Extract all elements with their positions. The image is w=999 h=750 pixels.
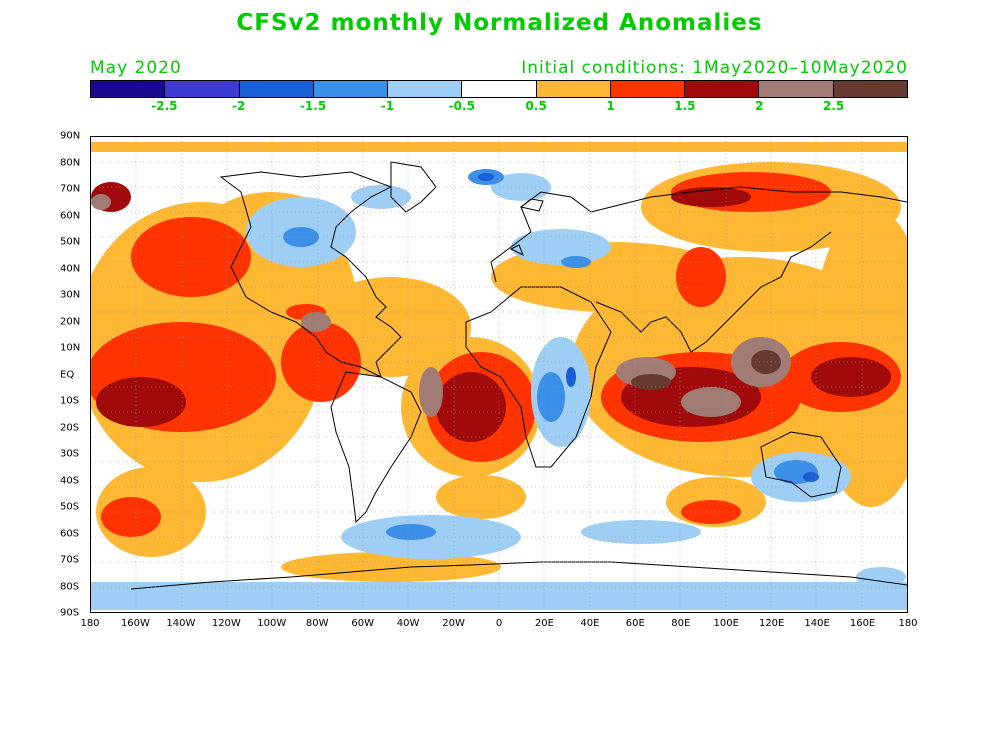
latitude-label: 20N <box>60 316 81 327</box>
forecast-month: May 2020 <box>90 58 182 78</box>
map-title: CFSv2 monthly Normalized Anomalies <box>236 10 763 36</box>
colorbar-label: 0.5 <box>525 99 547 113</box>
colorbar-label: -2 <box>232 99 246 113</box>
coastlines <box>130 161 907 590</box>
latitude-label: 70S <box>60 554 80 566</box>
latitude-label: 50S <box>60 501 80 513</box>
longitude-label: 60W <box>351 618 374 629</box>
colorbar-swatch <box>313 81 389 97</box>
longitude-label: 40E <box>580 618 600 629</box>
longitude-label: 160W <box>120 618 150 629</box>
colorbar-swatch <box>462 81 537 97</box>
colorbar-swatch <box>91 81 166 97</box>
longitude-label: 180 <box>898 618 918 629</box>
colorbar-label: 2 <box>755 99 764 113</box>
latitude-label: 80S <box>60 581 80 592</box>
longitude-label: 180 <box>80 618 100 629</box>
colorbar-swatch <box>610 81 686 97</box>
longitude-label: 20E <box>534 618 554 629</box>
longitude-label: 160E <box>849 618 876 629</box>
longitude-label: 40W <box>396 618 420 629</box>
latitude-label: 10N <box>60 342 81 354</box>
latitude-label: 40S <box>60 475 80 486</box>
colorbar-label: 2.5 <box>822 99 845 113</box>
anomaly-map <box>90 136 908 613</box>
longitude-label: 140W <box>166 618 196 629</box>
initial-conditions: Initial conditions: 1May2020–10May2020 <box>521 58 908 78</box>
longitude-label: 120E <box>758 618 785 629</box>
colorbar-swatch <box>536 81 611 97</box>
colorbar-swatch <box>165 81 240 97</box>
latitude-label: 60N <box>60 210 81 221</box>
colorbar-swatch <box>759 81 834 97</box>
colorbar-swatch <box>685 81 760 97</box>
longitude-label: 80E <box>671 618 691 629</box>
latitude-label: 10S <box>60 395 80 407</box>
graticule <box>91 137 907 612</box>
colorbar-swatch <box>833 81 907 97</box>
anomaly-field <box>91 142 907 610</box>
longitude-label: 80W <box>305 618 329 629</box>
latitude-label: 30S <box>60 448 80 460</box>
longitude-label: 60E <box>625 618 645 629</box>
colorbar-label: -1.5 <box>299 99 327 113</box>
latitude-label: 60S <box>60 528 80 539</box>
latitude-label: 90N <box>60 130 81 142</box>
latitude-label: 90S <box>60 607 80 619</box>
latitude-label: 80N <box>60 157 81 168</box>
colorbar-swatch <box>388 81 463 97</box>
latitude-label: 40N <box>60 263 81 274</box>
longitude-label: 140E <box>804 618 830 629</box>
longitude-label: 100W <box>257 618 287 629</box>
latitude-label: 70N <box>60 183 81 195</box>
colorbar-label: 1 <box>606 99 615 113</box>
longitude-label: 120W <box>211 618 241 629</box>
colorbar-label: -2.5 <box>151 99 178 113</box>
colorbar-swatch <box>239 81 314 97</box>
latitude-label: EQ <box>60 369 75 380</box>
colorbar-label: -0.5 <box>448 99 475 113</box>
longitude-label: 0 <box>495 618 503 629</box>
longitude-label: 20W <box>442 618 465 629</box>
colorbar-labels: -2.5 -2 -1.5 -1 -0.5 0.5 1 1.5 2 2.5 <box>90 99 908 117</box>
latitude-label: 50N <box>60 236 81 248</box>
colorbar-label: -1 <box>380 99 395 113</box>
anomaly-map-svg <box>91 137 907 612</box>
latitude-label: 30N <box>60 289 81 301</box>
colorbar <box>90 80 908 98</box>
longitude-label: 100E <box>713 618 739 629</box>
colorbar-label: 1.5 <box>674 99 696 113</box>
latitude-label: 20S <box>60 422 80 433</box>
